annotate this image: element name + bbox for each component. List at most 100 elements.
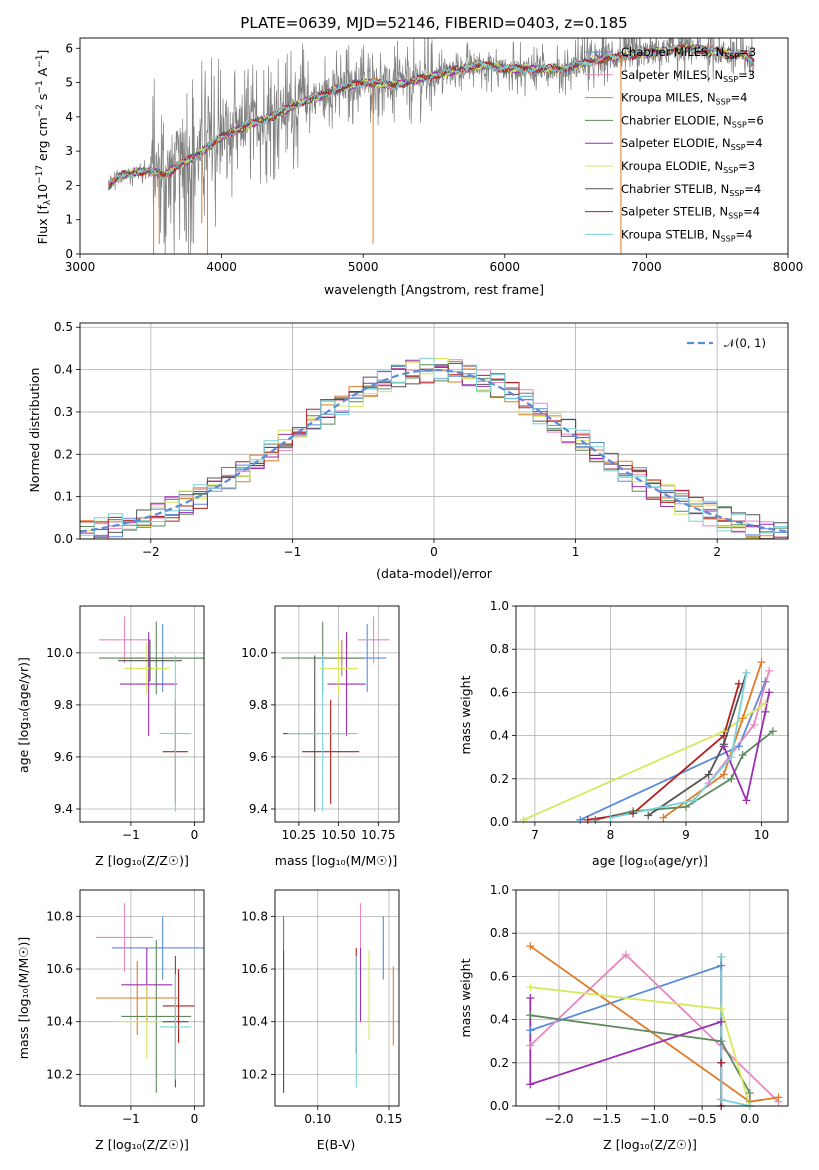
legend-entry: Kroupa MILES, NSSP=4 <box>585 91 747 107</box>
weight-marker <box>704 770 713 779</box>
z-weight-panel: −2.0 −1.5 −1.0 −0.5 0.0 0.0 0.2 0.4 0.6 0.8 1.0 <box>490 883 789 1126</box>
x-tick-label: 0.10 <box>304 1112 331 1126</box>
plot-area <box>281 616 390 812</box>
weight-marker <box>745 1089 754 1098</box>
x-tick-label: 8000 <box>773 260 804 274</box>
y-tick-label: 0.0 <box>490 1099 509 1113</box>
y-tick-label: 10.2 <box>241 1067 268 1081</box>
weight-marker <box>526 1026 535 1035</box>
weight-marker <box>750 720 758 729</box>
weight-marker <box>761 707 770 716</box>
plot-area <box>283 903 394 1093</box>
y-tick-label: 0.1 <box>54 490 73 504</box>
weight-marker <box>719 731 728 740</box>
x-tick-label: 0 <box>191 1112 199 1126</box>
y-tick-label: 9.6 <box>249 750 268 764</box>
y-tick-label: 0.3 <box>54 405 73 419</box>
weight-line <box>610 672 748 819</box>
y-tick-label: 6 <box>65 41 73 55</box>
plot-area <box>80 357 788 539</box>
z-mass-ylabel: mass [log₁₀(M/M☉)] <box>16 937 31 1059</box>
x-tick-label: 10.50 <box>321 828 355 842</box>
x-tick-label: 10.25 <box>282 828 316 842</box>
age-weight-panel: 7 8 9 10 0.0 0.2 0.4 0.6 0.8 1.0 <box>490 599 789 842</box>
weight-marker <box>519 815 528 824</box>
weight-marker <box>734 742 743 751</box>
residuals-xlabel: (data-model)/error <box>376 566 493 581</box>
weight-marker <box>682 802 690 811</box>
weight-marker <box>757 658 766 667</box>
weight-marker <box>738 714 747 723</box>
x-tick-label: −0.5 <box>688 1112 717 1126</box>
y-tick-label: 0.2 <box>490 772 509 786</box>
z-weight-ylabel: mass weight <box>458 958 473 1037</box>
weight-marker <box>717 1037 726 1046</box>
y-tick-label: 0.6 <box>490 969 509 983</box>
weight-line <box>530 1014 751 1106</box>
axes-frame <box>79 322 789 540</box>
legend-label: Kroupa ELODIE, NSSP=3 <box>621 159 755 175</box>
y-tick-label: 0.8 <box>490 642 509 656</box>
legend-entry: Salpeter STELIB, NSSP=4 <box>585 205 760 221</box>
x-tick-label: 4000 <box>206 260 237 274</box>
x-tick-label: −1 <box>122 1112 140 1126</box>
axes-frame <box>79 605 205 823</box>
age-weight-ylabel: mass weight <box>458 675 473 754</box>
weight-line <box>722 692 770 804</box>
y-tick-label: 5 <box>65 76 73 90</box>
z-age-ylabel: age [log₁₀(age/yr)] <box>16 657 31 773</box>
weight-marker <box>606 813 615 822</box>
weight-marker <box>765 666 774 675</box>
weight-marker <box>629 809 638 818</box>
spectrum-ylabel: Flux [fλ10−17 erg cm−2 s−1 A−1] <box>35 50 53 245</box>
legend-label: Chabrier STELIB, NSSP=4 <box>621 182 761 198</box>
x-tick-label: 0 <box>430 545 438 559</box>
y-tick-label: 9.4 <box>249 802 268 816</box>
x-tick-label: 0.0 <box>740 1112 759 1126</box>
weight-marker <box>719 770 728 779</box>
residuals-panel: −2 −1 0 1 2 0.0 0.1 0.2 0.3 0.4 0.5 𝒩(0, 1) <box>54 320 789 559</box>
axes-frame <box>274 605 400 823</box>
z-age-panel: −1 0 9.4 9.6 9.8 10.0 <box>46 605 205 842</box>
legend-entry: Salpeter MILES, NSSP=3 <box>585 68 755 84</box>
weight-marker <box>583 815 592 824</box>
y-tick-label: 3 <box>65 144 73 158</box>
weight-marker <box>734 679 743 688</box>
x-tick-label: 5000 <box>348 260 379 274</box>
histogram-step <box>80 357 788 536</box>
legend-label: Kroupa MILES, NSSP=4 <box>621 91 747 107</box>
ebv-mass-panel: 0.10 0.15 10.2 10.4 10.6 10.8 <box>241 889 402 1126</box>
weight-marker <box>644 811 653 820</box>
axes-frame <box>274 889 400 1107</box>
x-tick-label: 8 <box>607 828 615 842</box>
y-tick-label: 0.2 <box>490 1056 509 1070</box>
legend-entry: Kroupa ELODIE, NSSP=3 <box>585 159 755 175</box>
legend-label: Salpeter MILES, NSSP=3 <box>621 68 755 84</box>
weight-marker <box>526 942 535 951</box>
weight-line <box>530 986 751 1106</box>
y-tick-label: 10.6 <box>241 962 268 976</box>
x-tick-label: 10 <box>754 828 769 842</box>
y-tick-label: 10.8 <box>46 909 73 923</box>
age-weight-xlabel: age [log₁₀(age/yr)] <box>592 853 708 868</box>
weight-marker <box>689 796 698 805</box>
x-tick-label: −2 <box>142 545 160 559</box>
weight-marker <box>719 740 728 749</box>
weight-marker <box>591 815 600 824</box>
spectrum-model-line <box>107 45 755 185</box>
legend-label: Kroupa STELIB, NSSP=4 <box>621 227 752 243</box>
weight-marker <box>526 983 535 992</box>
weight-marker <box>774 1093 783 1102</box>
spectrum-panel: 3000 4000 5000 6000 7000 8000 0 1 2 3 4 5 6 Chabrier … <box>65 37 804 274</box>
x-tick-label: −1.0 <box>640 1112 669 1126</box>
legend-entry: Chabrier STELIB, NSSP=4 <box>585 182 761 198</box>
y-tick-label: 0.8 <box>490 926 509 940</box>
z-mass-panel: −1 0 10.2 10.4 10.6 10.8 <box>46 889 205 1126</box>
legend-label: Salpeter ELODIE, NSSP=4 <box>621 136 763 152</box>
y-tick-label: 10.4 <box>46 1015 73 1029</box>
weight-marker <box>576 815 585 824</box>
plot-area <box>95 903 204 1093</box>
x-tick-label: 10.75 <box>361 828 395 842</box>
y-tick-label: 4 <box>65 110 73 124</box>
y-tick-label: 0.0 <box>54 532 73 546</box>
